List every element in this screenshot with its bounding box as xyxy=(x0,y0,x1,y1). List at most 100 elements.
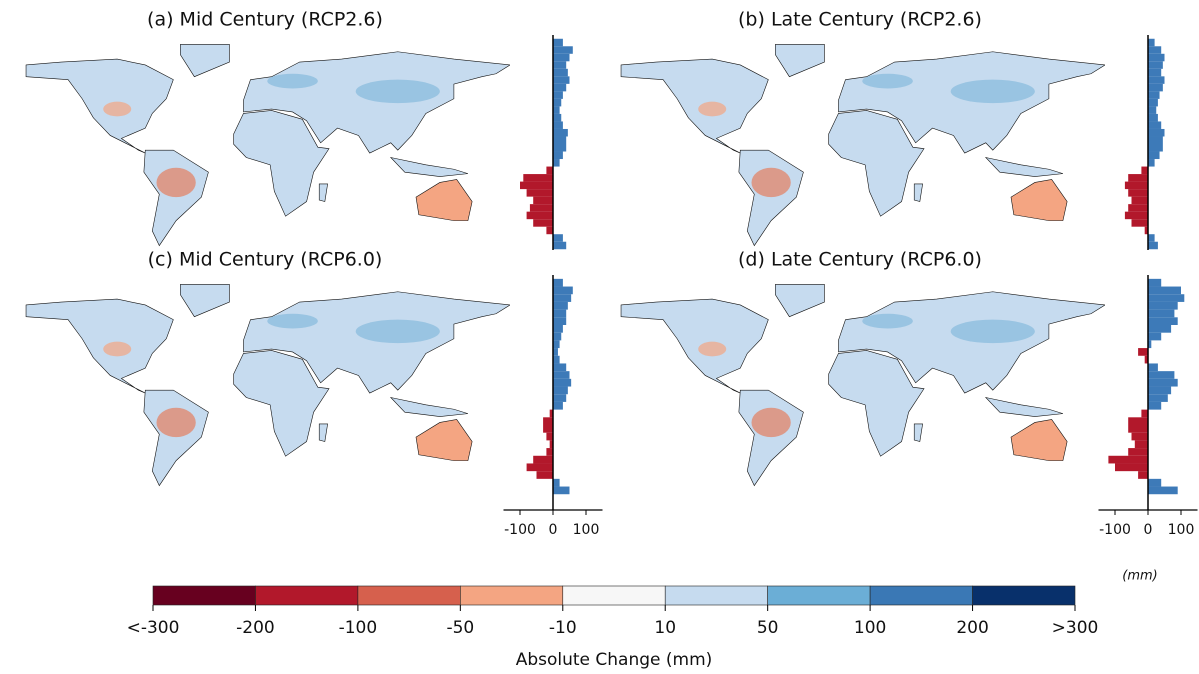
profile-bar xyxy=(553,234,563,242)
profile-bar xyxy=(533,455,553,464)
profile-bar xyxy=(529,204,553,212)
profile-bar xyxy=(1124,211,1148,220)
profile-bar xyxy=(1115,463,1148,472)
profile-bar xyxy=(553,113,562,122)
colorbar-label: -100 xyxy=(339,618,378,638)
colorbar-label: 200 xyxy=(956,618,988,638)
profile-bar xyxy=(1148,301,1178,310)
profile-bar xyxy=(553,478,560,487)
profile-bar xyxy=(1148,325,1172,333)
profile-bar xyxy=(1131,219,1148,227)
profile-bar xyxy=(553,53,570,62)
colorbar-label: -200 xyxy=(236,618,275,638)
profile-bar xyxy=(526,211,553,220)
colorbar-label: -10 xyxy=(549,618,577,638)
profile-bar xyxy=(1148,401,1162,410)
profile-bar xyxy=(553,278,563,287)
profile-bar xyxy=(553,332,562,341)
profile-bar xyxy=(553,121,563,129)
profile-bar xyxy=(553,98,562,107)
profile-bar xyxy=(520,181,553,190)
colorbar-segment xyxy=(152,585,256,606)
profile-bar xyxy=(1148,53,1165,62)
colorbar-label: 100 xyxy=(854,618,886,638)
profile-bar xyxy=(1134,440,1148,449)
profile-bar xyxy=(553,301,568,310)
colorbar-segment xyxy=(460,585,564,606)
profile-bar xyxy=(1148,478,1162,487)
profile-bar xyxy=(553,294,572,302)
profile-bar xyxy=(1148,38,1155,47)
profile-bar xyxy=(549,440,553,449)
profile-bar xyxy=(1124,181,1148,190)
profile-bar xyxy=(1148,340,1152,349)
profile-bar xyxy=(543,417,553,425)
profile-bar xyxy=(553,106,560,114)
profile-bar xyxy=(546,226,553,235)
profile-bar xyxy=(1108,455,1148,464)
profile-bar xyxy=(546,448,553,456)
profile-bar xyxy=(553,38,563,47)
profile-bar xyxy=(1148,363,1158,372)
profile-bar xyxy=(533,196,553,205)
profile-bar xyxy=(553,371,570,379)
profile-bar xyxy=(553,325,563,333)
profile-bar xyxy=(553,394,567,402)
x-tick-label: -100 xyxy=(504,522,536,538)
profile-bar xyxy=(553,61,567,69)
profile-bar xyxy=(553,386,568,395)
profile-bar xyxy=(553,401,563,410)
profile-bar xyxy=(553,286,573,295)
profile-bar xyxy=(1131,196,1148,205)
colorbar-segment xyxy=(767,585,871,606)
profile-bar xyxy=(1128,189,1148,197)
profile-bar xyxy=(1148,234,1155,242)
profile-bar xyxy=(553,309,567,318)
x-tick-label: 100 xyxy=(1168,522,1195,538)
profile-bar xyxy=(1148,61,1163,69)
profile-bar xyxy=(526,189,553,197)
profile-bar xyxy=(553,348,558,356)
profile-bar xyxy=(1148,309,1175,318)
profile-bar xyxy=(553,76,570,84)
profile-bar xyxy=(1141,409,1148,418)
colorbar-segment xyxy=(972,585,1076,606)
profile-bar xyxy=(1144,226,1148,235)
profile-bar xyxy=(553,144,567,152)
profile-bar xyxy=(1148,106,1157,114)
profile-bar xyxy=(1148,98,1158,107)
profile-bar xyxy=(553,355,560,364)
panel-title: (b) Late Century (RCP2.6) xyxy=(738,9,982,31)
profile-bar xyxy=(1148,91,1160,99)
profile-bar xyxy=(1148,136,1163,145)
profile-bar xyxy=(553,317,567,325)
colorbar-segment xyxy=(664,585,768,606)
profile-bar xyxy=(553,486,570,495)
profile-bar xyxy=(1128,448,1148,456)
profile-bar xyxy=(1148,151,1160,160)
profile-bar xyxy=(1148,83,1163,92)
profile-bar xyxy=(536,471,553,479)
colorbar-segment xyxy=(562,585,666,606)
profile-bar xyxy=(1128,417,1148,425)
unit-label: (mm) xyxy=(1122,569,1157,584)
profile-bar xyxy=(1148,332,1162,341)
profile-bar xyxy=(553,83,567,92)
profile-bar xyxy=(1148,113,1158,122)
profile-bar xyxy=(553,159,560,167)
profile-bar xyxy=(1148,144,1163,152)
profile-bar xyxy=(543,425,553,433)
profile-bar xyxy=(1138,471,1148,479)
profile-bar xyxy=(1148,317,1178,325)
profile-bar xyxy=(1148,76,1165,84)
profile-bar xyxy=(523,174,553,182)
profile-bar xyxy=(553,340,560,349)
colorbar-title: Absolute Change (mm) xyxy=(516,650,713,670)
profile-bar xyxy=(1148,128,1165,137)
panel-title: (c) Mid Century (RCP6.0) xyxy=(148,249,383,271)
x-tick-label: 100 xyxy=(573,522,600,538)
profile-bar xyxy=(1128,425,1148,433)
profile-bar xyxy=(546,166,553,175)
profile-bar xyxy=(1138,348,1148,356)
colorbar-label: 50 xyxy=(757,618,779,638)
